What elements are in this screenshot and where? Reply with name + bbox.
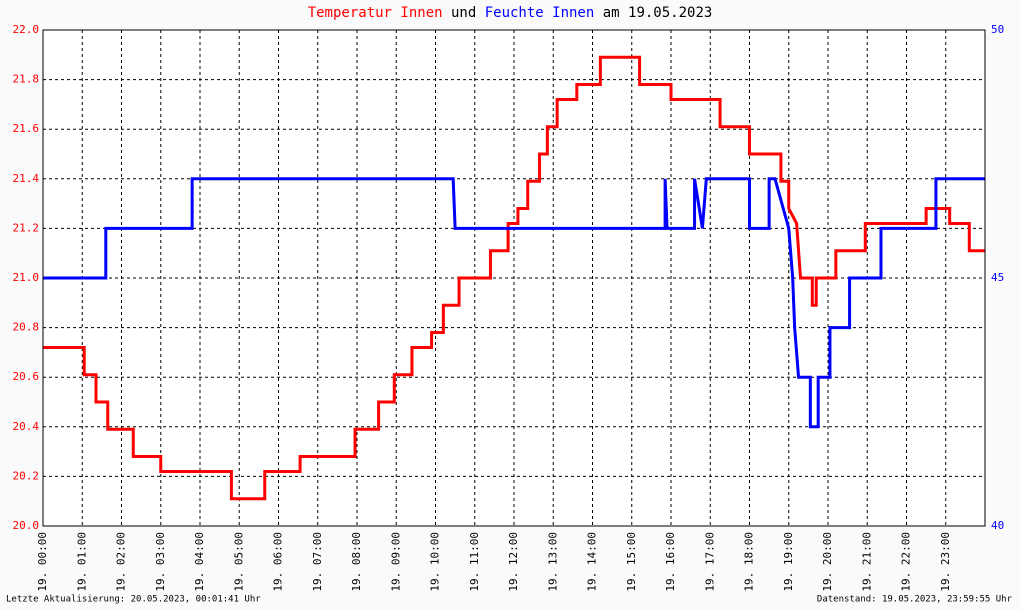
y-tick-label: 20.4 (13, 420, 40, 433)
y2-tick-label: 40 (991, 519, 1004, 532)
x-tick-label: 19. 17:00 (703, 532, 716, 592)
y-tick-label: 20.0 (13, 519, 40, 532)
x-tick-label: 19. 02:00 (115, 532, 128, 592)
x-tick-label: 19. 05:00 (232, 532, 245, 592)
x-tick-label: 19. 01:00 (75, 532, 88, 592)
x-tick-label: 19. 10:00 (429, 532, 442, 592)
y-tick-label: 22.0 (13, 23, 40, 36)
y-tick-label: 20.6 (13, 370, 40, 383)
y-tick-label: 20.2 (13, 469, 40, 482)
x-tick-label: 19. 19:00 (782, 532, 795, 592)
y-tick-label: 21.6 (13, 122, 40, 135)
title-part: Temperatur Innen (308, 5, 443, 21)
y-tick-label: 21.2 (13, 221, 40, 234)
x-tick-label: 19. 22:00 (900, 532, 913, 592)
series-line (43, 177, 985, 429)
x-tick-label: 19. 04:00 (193, 532, 206, 592)
footer-left: Letzte Aktualisierung: 20.05.2023, 00:01… (6, 595, 261, 605)
x-tick-label: 19. 03:00 (154, 532, 167, 592)
footer-right: Datenstand: 19.05.2023, 23:59:55 Uhr (817, 595, 1013, 605)
title-part: am 19.05.2023 (603, 5, 713, 21)
x-tick-label: 19. 08:00 (350, 532, 363, 592)
chart-title: Temperatur Innen und Feuchte Innen am 19… (308, 5, 713, 21)
x-tick-label: 19. 20:00 (821, 532, 834, 592)
x-tick-label: 19. 09:00 (389, 532, 402, 592)
x-tick-label: 19. 12:00 (507, 532, 520, 592)
x-tick-label: 19. 00:00 (36, 532, 49, 592)
y2-tick-label: 50 (991, 23, 1004, 36)
x-tick-label: 19. 15:00 (625, 532, 638, 592)
title-part: und (451, 5, 476, 21)
y-tick-label: 20.8 (13, 321, 40, 334)
title-part: Feuchte Innen (485, 5, 595, 21)
x-tick-label: 19. 18:00 (743, 532, 756, 592)
series-line (43, 55, 985, 501)
x-tick-label: 19. 14:00 (586, 532, 599, 592)
plot-frame (42, 29, 986, 527)
x-tick-label: 19. 21:00 (860, 532, 873, 592)
x-tick-label: 19. 16:00 (664, 532, 677, 592)
x-tick-label: 19. 11:00 (468, 532, 481, 592)
x-tick-label: 19. 23:00 (939, 532, 952, 592)
y2-tick-label: 45 (991, 271, 1004, 284)
y-tick-label: 21.8 (13, 73, 40, 86)
y-tick-label: 21.4 (13, 172, 40, 185)
y-tick-label: 21.0 (13, 271, 40, 284)
x-tick-label: 19. 13:00 (546, 532, 559, 592)
x-tick-label: 19. 06:00 (272, 532, 285, 592)
x-tick-label: 19. 07:00 (311, 532, 324, 592)
